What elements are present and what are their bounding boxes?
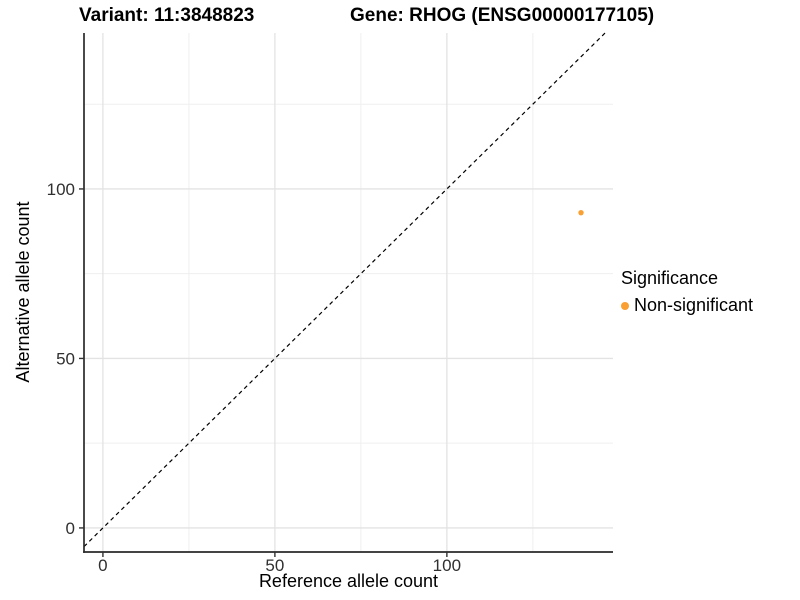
legend-title: Significance <box>621 268 719 288</box>
y-tick-label: 0 <box>66 519 75 538</box>
identity-dashed-line <box>83 32 606 548</box>
x-tick-label: 50 <box>265 556 284 575</box>
plot-title-gene: Gene: RHOG (ENSG00000177105) <box>350 5 655 26</box>
y-tick-label: 100 <box>47 180 75 199</box>
y-axis-title: Alternative allele count <box>13 201 33 383</box>
legend: Significance Non-significant <box>621 268 753 316</box>
x-axis-title: Reference allele count <box>258 571 439 591</box>
data-point <box>578 209 584 216</box>
y-tick-label: 50 <box>56 349 75 368</box>
legend-point-icon <box>621 301 629 310</box>
legend-item-label: Non-significant <box>634 295 754 315</box>
plot-title-variant: Variant: 11:3848823 <box>79 5 255 26</box>
x-tick-label: 0 <box>98 556 107 575</box>
legend-item-non-significant: Non-significant <box>621 295 753 316</box>
x-tick-label: 100 <box>433 556 461 575</box>
